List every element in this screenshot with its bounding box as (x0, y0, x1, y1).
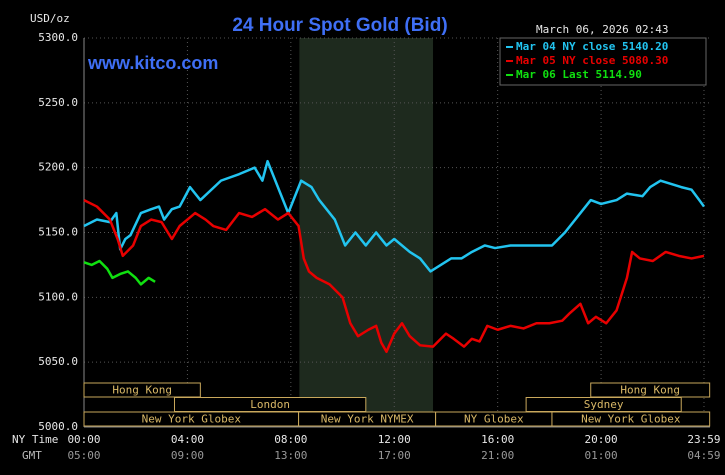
series-line (83, 259, 156, 286)
legend-label: Mar 04 NY close 5140.20 (516, 40, 668, 53)
x-tick-label: 00:00 (67, 433, 100, 446)
gmt-tick-label: 09:00 (171, 449, 204, 462)
session-label: London (250, 398, 290, 411)
gmt-tick-label: 17:00 (378, 449, 411, 462)
session-label: Hong Kong (112, 384, 172, 397)
y-tick-label: 5150.0 (38, 226, 78, 239)
watermark: www.kitco.com (87, 53, 218, 73)
x-tick-label: 08:00 (274, 433, 307, 446)
y-tick-label: 5050.0 (38, 355, 78, 368)
y-tick-label: 5250.0 (38, 96, 78, 109)
legend-label: Mar 06 Last 5114.90 (516, 68, 642, 81)
x-tick-label: 20:00 (585, 433, 618, 446)
x-tick-label: 23:59 (687, 433, 720, 446)
y-tick-label: 5100.0 (38, 290, 78, 303)
session-label: NY Globex (464, 413, 524, 426)
session-box (551, 411, 711, 427)
session-label: New York Globex (581, 413, 681, 426)
session-label: New York NYMEX (321, 413, 414, 426)
session-label: Sydney (584, 398, 624, 411)
gmt-tick-label: 04:59 (687, 449, 720, 462)
series-line (83, 159, 705, 273)
gmt-tick-label: 01:00 (585, 449, 618, 462)
x-row-label: GMT (22, 449, 42, 462)
y-tick-label: 5200.0 (38, 161, 78, 174)
y-tick-label: 5000.0 (38, 420, 78, 433)
chart-title: 24 Hour Spot Gold (Bid) (232, 15, 447, 36)
series-line (83, 198, 705, 354)
x-tick-label: 04:00 (171, 433, 204, 446)
session-label: Hong Kong (620, 384, 680, 397)
x-row-label: NY Time (12, 433, 58, 446)
gmt-tick-label: 21:00 (481, 449, 514, 462)
session-box (83, 382, 201, 398)
highlight-region (299, 38, 434, 427)
legend-label: Mar 05 NY close 5080.30 (516, 54, 668, 67)
y-tick-label: 5300.0 (38, 31, 78, 44)
gmt-tick-label: 13:00 (274, 449, 307, 462)
x-tick-label: 16:00 (481, 433, 514, 446)
timestamp: March 06, 2026 02:43 (536, 23, 668, 36)
session-label: New York Globex (142, 413, 242, 426)
legend-box (499, 37, 707, 86)
x-tick-label: 12:00 (378, 433, 411, 446)
y-axis-label: USD/oz (30, 12, 70, 25)
gmt-tick-label: 05:00 (67, 449, 100, 462)
